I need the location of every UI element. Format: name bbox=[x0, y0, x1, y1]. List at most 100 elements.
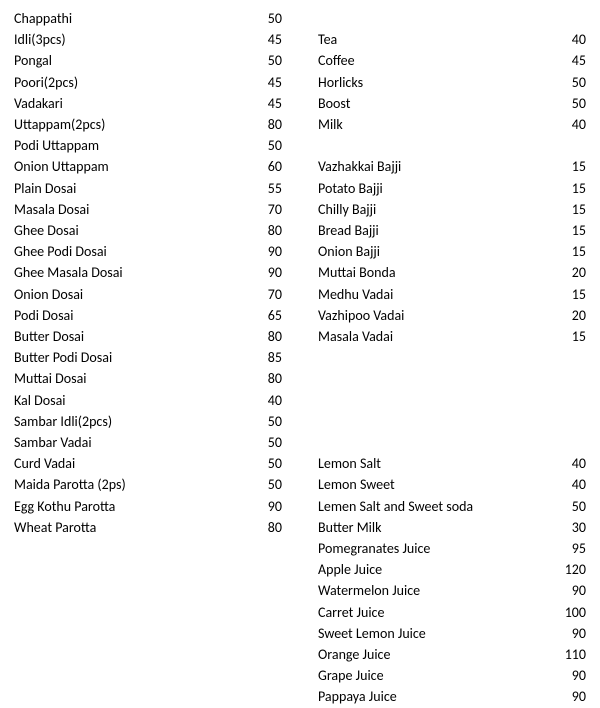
item-price: 50 bbox=[546, 93, 586, 114]
item-price: 90 bbox=[546, 686, 586, 707]
menu-row: Kal Dosai40 bbox=[14, 390, 282, 411]
menu-row: Pongal50 bbox=[14, 50, 282, 71]
menu-row: Lemon Salt40 bbox=[318, 453, 586, 474]
item-name: Curd Vadai bbox=[14, 453, 242, 474]
item-name: Orange Juice bbox=[318, 644, 546, 665]
item-name: Pongal bbox=[14, 50, 242, 71]
menu-row: Uttappam(2pcs)80 bbox=[14, 114, 282, 135]
menu-row: Maida Parotta (2ps)50 bbox=[14, 474, 282, 495]
menu-row: Vazhakkai Bajji15 bbox=[318, 156, 586, 177]
menu-row: Medhu Vadai15 bbox=[318, 284, 586, 305]
item-name: Pomegranates Juice bbox=[318, 538, 546, 559]
left-column: Chappathi50Idli(3pcs)45Pongal50Poori(2pc… bbox=[14, 8, 282, 708]
section-gap bbox=[318, 390, 586, 411]
right-column: Tea40Coffee45Horlicks50Boost50Milk40Vazh… bbox=[318, 8, 586, 708]
item-name: Onion Dosai bbox=[14, 284, 242, 305]
item-price: 40 bbox=[242, 390, 282, 411]
item-name: Butter Milk bbox=[318, 517, 546, 538]
item-price: 65 bbox=[242, 305, 282, 326]
menu-row: Podi Dosai65 bbox=[14, 305, 282, 326]
item-name: Ghee Podi Dosai bbox=[14, 241, 242, 262]
item-price: 90 bbox=[546, 580, 586, 601]
item-price: 80 bbox=[242, 517, 282, 538]
item-price: 50 bbox=[242, 411, 282, 432]
menu-row: Butter Podi Dosai85 bbox=[14, 347, 282, 368]
item-price: 90 bbox=[546, 665, 586, 686]
menu-row: Muttai Dosai80 bbox=[14, 368, 282, 389]
item-name: Sambar Idli(2pcs) bbox=[14, 411, 242, 432]
item-price: 15 bbox=[546, 199, 586, 220]
item-price: 95 bbox=[546, 538, 586, 559]
menu-row: Ghee Podi Dosai90 bbox=[14, 241, 282, 262]
item-price: 85 bbox=[242, 347, 282, 368]
menu-row: Horlicks50 bbox=[318, 72, 586, 93]
menu-row: Sambar Idli(2pcs)50 bbox=[14, 411, 282, 432]
menu-row: Lemon Sweet40 bbox=[318, 474, 586, 495]
item-price: 15 bbox=[546, 178, 586, 199]
menu-row: Ghee Masala Dosai90 bbox=[14, 262, 282, 283]
item-price: 90 bbox=[546, 623, 586, 644]
item-name: Podi Uttappam bbox=[14, 135, 242, 156]
menu-row: Grape Juice90 bbox=[318, 665, 586, 686]
menu-row: Vadakari45 bbox=[14, 93, 282, 114]
menu-row: Sweet Lemon Juice90 bbox=[318, 623, 586, 644]
item-name: Sambar Vadai bbox=[14, 432, 242, 453]
item-name: Masala Dosai bbox=[14, 199, 242, 220]
menu-row: Vazhipoo Vadai20 bbox=[318, 305, 586, 326]
item-name: Uttappam(2pcs) bbox=[14, 114, 242, 135]
item-price: 110 bbox=[546, 644, 586, 665]
menu-row: Coffee45 bbox=[318, 50, 586, 71]
item-name: Muttai Bonda bbox=[318, 262, 546, 283]
item-name: Onion Uttappam bbox=[14, 156, 242, 177]
section-gap bbox=[318, 347, 586, 368]
item-name: Horlicks bbox=[318, 72, 546, 93]
section-gap bbox=[318, 432, 586, 453]
item-price: 80 bbox=[242, 326, 282, 347]
menu-row: Masala Vadai15 bbox=[318, 326, 586, 347]
menu-row: Apple Juice120 bbox=[318, 559, 586, 580]
item-name: Chappathi bbox=[14, 8, 242, 29]
menu-row: Pappaya Juice90 bbox=[318, 686, 586, 707]
item-name: Plain Dosai bbox=[14, 178, 242, 199]
item-name: Vazhakkai Bajji bbox=[318, 156, 546, 177]
section-gap bbox=[318, 411, 586, 432]
item-name: Lemon Sweet bbox=[318, 474, 546, 495]
item-price: 50 bbox=[242, 50, 282, 71]
item-name: Idli(3pcs) bbox=[14, 29, 242, 50]
item-name: Pappaya Juice bbox=[318, 686, 546, 707]
section-gap bbox=[318, 135, 586, 156]
item-price: 80 bbox=[242, 368, 282, 389]
menu-row: Onion Dosai70 bbox=[14, 284, 282, 305]
menu-row: Wheat Parotta80 bbox=[14, 517, 282, 538]
item-price: 45 bbox=[242, 93, 282, 114]
item-name: Muttai Dosai bbox=[14, 368, 242, 389]
menu-row: Ghee Dosai80 bbox=[14, 220, 282, 241]
menu-row: Plain Dosai55 bbox=[14, 178, 282, 199]
item-name: Vadakari bbox=[14, 93, 242, 114]
menu-row: Orange Juice110 bbox=[318, 644, 586, 665]
item-price: 15 bbox=[546, 241, 586, 262]
item-name: Ghee Dosai bbox=[14, 220, 242, 241]
item-price: 50 bbox=[546, 72, 586, 93]
item-name: Wheat Parotta bbox=[14, 517, 242, 538]
item-name: Watermelon Juice bbox=[318, 580, 546, 601]
menu-row: Poori(2pcs)45 bbox=[14, 72, 282, 93]
item-name: Masala Vadai bbox=[318, 326, 546, 347]
menu-row: Watermelon Juice90 bbox=[318, 580, 586, 601]
menu-row: Curd Vadai50 bbox=[14, 453, 282, 474]
menu-row: Butter Dosai80 bbox=[14, 326, 282, 347]
item-price: 55 bbox=[242, 178, 282, 199]
menu-row: Muttai Bonda20 bbox=[318, 262, 586, 283]
item-price: 90 bbox=[242, 496, 282, 517]
item-price: 15 bbox=[546, 284, 586, 305]
item-price: 15 bbox=[546, 326, 586, 347]
menu-row: Tea40 bbox=[318, 29, 586, 50]
item-price: 50 bbox=[242, 135, 282, 156]
item-name: Onion Bajji bbox=[318, 241, 546, 262]
menu-row: Chilly Bajji15 bbox=[318, 199, 586, 220]
item-price: 60 bbox=[242, 156, 282, 177]
menu-row: Chappathi50 bbox=[14, 8, 282, 29]
item-name: Butter Podi Dosai bbox=[14, 347, 242, 368]
section-gap bbox=[318, 8, 586, 29]
item-name: Butter Dosai bbox=[14, 326, 242, 347]
